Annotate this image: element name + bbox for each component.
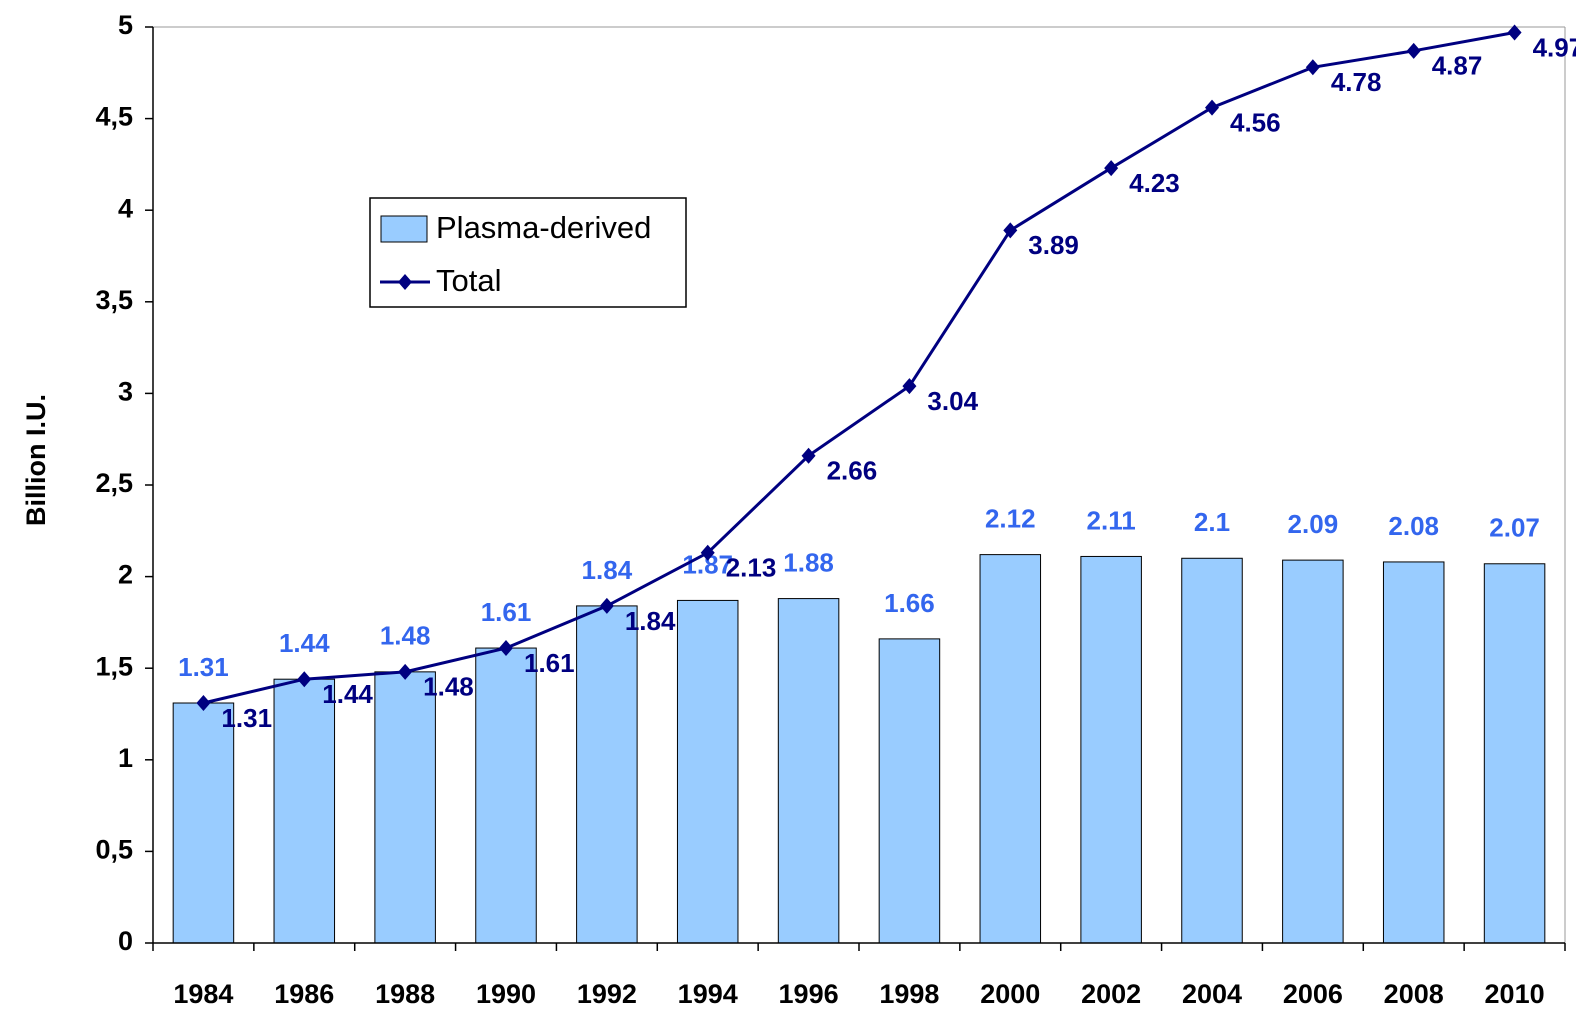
marker	[1205, 99, 1219, 116]
data-label: 4.56	[1230, 107, 1281, 137]
bar	[1080, 555, 1142, 944]
bar	[374, 671, 436, 944]
bar	[1483, 563, 1546, 944]
x-tick-label: 2010	[1485, 979, 1545, 1009]
data-label: 2.08	[1388, 511, 1439, 541]
marker	[902, 378, 917, 395]
marker	[700, 544, 715, 561]
marker	[297, 671, 312, 688]
y-axis-label: Billion I.U.	[21, 394, 51, 526]
x-tick-label: 1994	[678, 979, 738, 1009]
x-tick-label: 2008	[1384, 979, 1444, 1009]
y-tick-label: 0,5	[95, 835, 133, 865]
y-tick-label: 4,5	[95, 102, 133, 132]
bar	[777, 598, 840, 944]
legend-label: Total	[436, 263, 501, 298]
data-label: 1.31	[221, 703, 272, 733]
data-label: 4.97	[1533, 32, 1576, 62]
data-label: 1.31	[178, 652, 229, 682]
x-tick-label: 2002	[1081, 979, 1141, 1009]
x-tick-label: 1998	[879, 979, 939, 1009]
legend-swatch	[398, 274, 412, 290]
data-label: 1.88	[783, 547, 834, 577]
data-label: 1.48	[380, 621, 431, 651]
y-tick-label: 4	[118, 193, 133, 223]
bar	[273, 678, 336, 944]
data-label: 2.1	[1194, 507, 1230, 537]
bar	[676, 599, 739, 944]
data-label: 1.84	[582, 555, 633, 585]
data-label: 3.04	[927, 386, 978, 416]
x-tick-label: 2006	[1283, 979, 1343, 1009]
data-label: 1.48	[423, 672, 474, 702]
y-tick-label: 1,5	[95, 651, 133, 681]
data-label: 2.09	[1288, 509, 1339, 539]
bar	[1282, 559, 1344, 944]
x-tick-label: 1986	[274, 979, 334, 1009]
data-label: 1.66	[884, 588, 935, 618]
data-label: 3.89	[1028, 230, 1079, 260]
x-tick-label: 2004	[1182, 979, 1242, 1009]
data-label: 4.23	[1129, 168, 1180, 198]
x-tick-label: 1992	[577, 979, 637, 1009]
data-label: 1.61	[481, 597, 532, 627]
data-label: 4.87	[1432, 51, 1483, 81]
bar	[1181, 557, 1243, 944]
y-tick-label: 0	[118, 926, 133, 956]
x-tick-label: 1996	[779, 979, 839, 1009]
marker	[801, 447, 816, 464]
y-tick-label: 2,5	[95, 468, 133, 498]
marker	[1305, 59, 1320, 76]
bar	[475, 647, 537, 944]
data-label: 2.13	[726, 553, 777, 583]
data-label: 1.84	[625, 606, 676, 636]
line	[203, 31, 1515, 705]
x-tick-label: 1988	[375, 979, 435, 1009]
y-tick-label: 3,5	[95, 285, 133, 315]
data-label: 2.11	[1087, 505, 1136, 535]
bar	[172, 702, 235, 944]
y-tick-label: 5	[118, 10, 133, 40]
data-label: 2.07	[1489, 513, 1540, 543]
marker	[1507, 24, 1522, 41]
marker	[499, 640, 513, 657]
x-tick-label: 1984	[173, 979, 233, 1009]
legend-label: Plasma-derived	[436, 210, 651, 245]
y-tick-label: 1	[118, 743, 133, 773]
y-tick-label: 2	[118, 560, 133, 590]
y-tick-label: 3	[118, 377, 133, 407]
data-label: 1.61	[524, 648, 575, 678]
bar	[878, 638, 941, 944]
marker	[1003, 222, 1018, 239]
data-label: 2.66	[827, 456, 878, 486]
marker	[599, 597, 614, 614]
data-label: 2.12	[985, 503, 1036, 533]
legend-swatch	[380, 215, 428, 243]
marker	[196, 695, 211, 712]
bar	[979, 554, 1042, 944]
data-label: 4.78	[1331, 67, 1382, 97]
marker	[398, 663, 413, 680]
marker	[1406, 42, 1421, 59]
data-label: 1.44	[322, 679, 373, 709]
marker	[1104, 160, 1119, 177]
x-tick-label: 2000	[980, 979, 1040, 1009]
bar	[1382, 561, 1445, 944]
bar	[576, 605, 638, 944]
x-tick-label: 1990	[476, 979, 536, 1009]
data-label: 1.44	[279, 628, 330, 658]
